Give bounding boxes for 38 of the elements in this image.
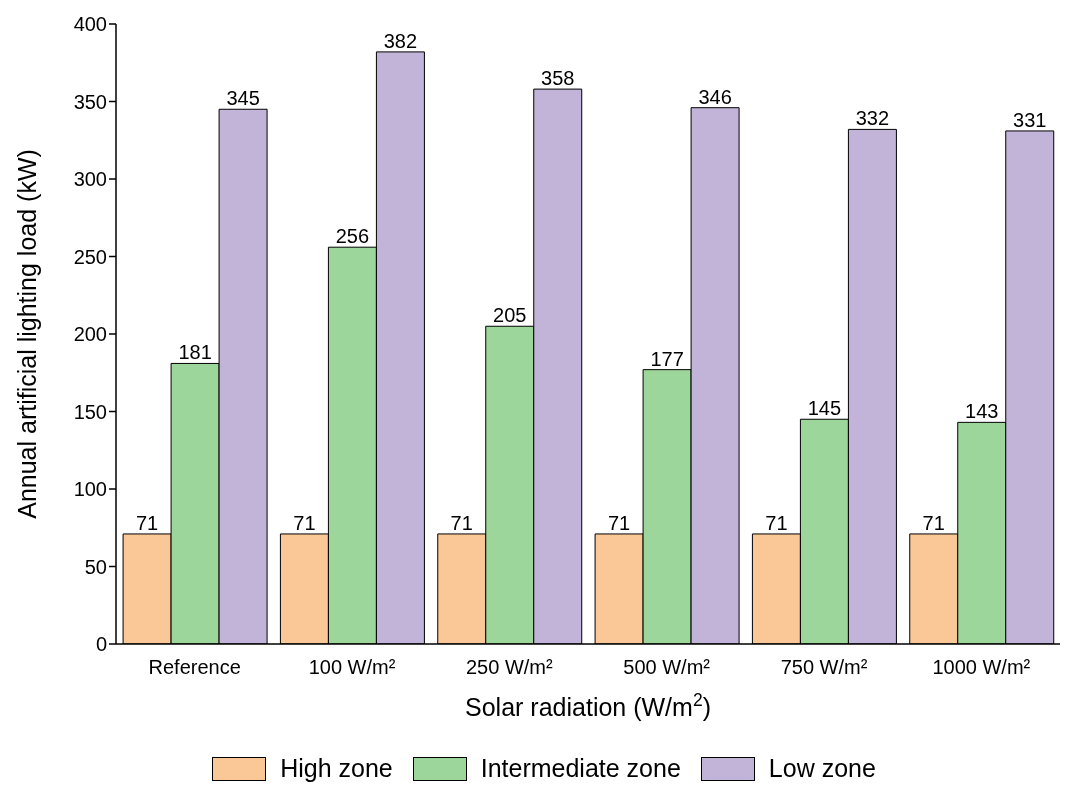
y-tick-label: 100 (73, 478, 107, 501)
y-tick-label: 200 (73, 323, 107, 346)
data-label: 345 (226, 87, 260, 110)
data-label: 346 (698, 85, 732, 108)
x-tick-label: 500 W/m² (623, 656, 711, 679)
x-tick-label: 250 W/m² (465, 656, 554, 679)
data-label: 331 (1013, 108, 1047, 131)
y-tick-label: 150 (73, 400, 107, 423)
data-label: 71 (450, 511, 473, 534)
data-label: 181 (178, 341, 212, 364)
data-label: 71 (765, 511, 788, 534)
data-label: 358 (541, 67, 575, 90)
y-tick-label: 50 (84, 555, 107, 578)
x-tick-label: 100 W/m² (308, 656, 396, 679)
legend-label: Low zone (768, 754, 876, 783)
x-tick-label: Reference (148, 656, 241, 679)
data-label: 143 (965, 400, 999, 423)
data-label: 382 (383, 29, 418, 52)
y-tick-label: 0 (95, 633, 107, 656)
data-label: 256 (335, 225, 370, 248)
x-tick-label: 750 W/m² (780, 656, 868, 679)
data-label: 145 (807, 397, 842, 420)
data-label: 205 (493, 304, 527, 327)
data-label: 332 (855, 107, 890, 130)
data-label: 71 (293, 511, 316, 534)
x-tick-label: 1000 W/m² (932, 656, 1031, 679)
y-tick-label: 400 (73, 13, 107, 36)
legend-label: Intermediate zone (480, 754, 681, 783)
y-tick-label: 350 (73, 90, 107, 113)
data-label: 177 (650, 347, 684, 370)
y-axis-title: Annual artificial lighting load (kW) (13, 149, 41, 519)
x-axis-title: Solar radiation (W/m$^{2}$) (465, 690, 711, 721)
data-label: 71 (922, 511, 945, 534)
y-tick-label: 300 (73, 168, 107, 191)
legend-label: High zone (280, 754, 393, 783)
data-label: 71 (607, 511, 631, 534)
data-label: 71 (135, 511, 159, 534)
y-tick-label: 250 (73, 245, 107, 268)
